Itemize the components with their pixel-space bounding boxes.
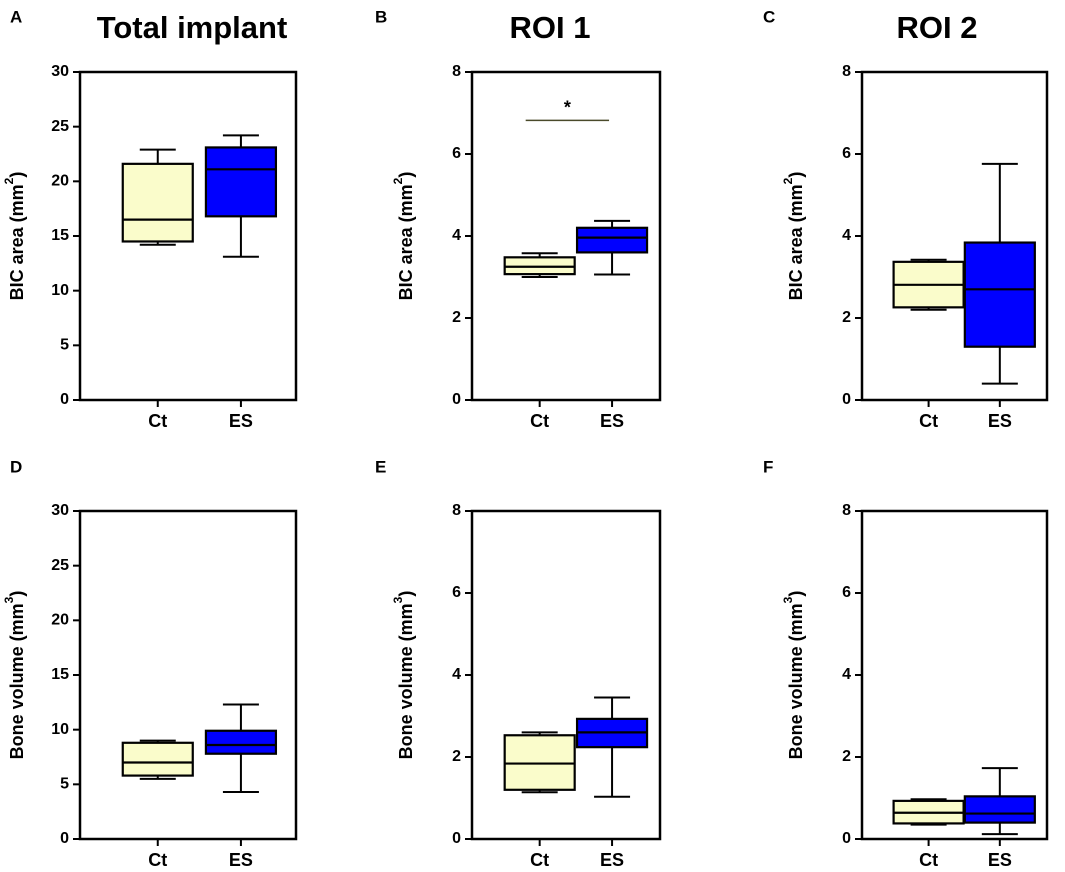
panel-a-ytick-label: 5 <box>60 337 69 354</box>
panel-b-letter: B <box>375 7 387 26</box>
panel-d-ylabel: Bone volume (mm3) <box>2 591 27 760</box>
panel-f-ytick-label: 0 <box>842 830 851 847</box>
panel-f-ytick-label: 6 <box>842 584 851 601</box>
panel-b-ytick-label: 6 <box>452 145 461 162</box>
panel-e-ct-category-label: Ct <box>530 850 549 870</box>
panel-d-letter: D <box>10 457 22 476</box>
panel-f-ytick-label: 2 <box>842 748 851 765</box>
panel-d-ytick-label: 15 <box>51 666 69 683</box>
panel-b-ylabel-text: BIC area (mm <box>396 184 416 300</box>
panel-b-ylabel-sup: 2 <box>391 177 405 184</box>
panel-a-ct-box <box>121 162 194 243</box>
panel-c-ylabel: BIC area (mm2) <box>781 172 806 301</box>
panel-c-ytick-label: 2 <box>842 309 851 326</box>
panel-b-es-box <box>575 226 649 254</box>
panel-d-ylabel-text: Bone volume (mm <box>7 603 27 759</box>
panel-a-ylabel-text: BIC area (mm <box>7 184 27 300</box>
panel-d-ct-box <box>121 741 194 777</box>
panel-d-ytick-label: 0 <box>60 830 69 847</box>
panel-d-ytick-label: 20 <box>51 612 69 629</box>
panel-d-ytick-label: 25 <box>51 557 69 574</box>
panel-e-ytick-label: 2 <box>452 748 461 765</box>
panel-c-ylabel-suffix: ) <box>786 172 806 178</box>
panel-c-ytick-label: 8 <box>842 63 851 80</box>
panel-d-ct-category-label: Ct <box>148 850 167 870</box>
panel-c-ytick-label: 0 <box>842 391 851 408</box>
panel-d-ylabel-suffix: ) <box>7 591 27 597</box>
panel-e-ytick-label: 0 <box>452 830 461 847</box>
panel-a-title: Total implant <box>97 10 288 45</box>
panel-c-ylabel-text: BIC area (mm <box>786 184 806 300</box>
panel-a-ytick-label: 30 <box>51 63 69 80</box>
panel-e: E 0 2 4 6 8 Bone volume (mm3) Ct ES <box>375 457 662 870</box>
panel-a-ylabel-sup: 2 <box>2 177 16 184</box>
panel-d-es-box <box>204 729 278 755</box>
panel-b-ytick-label: 8 <box>452 63 461 80</box>
panel-c-ct-category-label: Ct <box>919 411 938 431</box>
panel-a-es-box <box>204 146 278 218</box>
panel-f-ylabel: Bone volume (mm3) <box>781 591 806 760</box>
panel-d-ytick-label: 30 <box>51 502 69 519</box>
panel-f-letter: F <box>763 457 773 476</box>
panel-f-ytick-label: 4 <box>842 666 851 683</box>
panel-c-letter: C <box>763 7 775 26</box>
panel-e-ylabel-text: Bone volume (mm <box>396 603 416 759</box>
panel-b-title: ROI 1 <box>510 10 591 45</box>
panel-b-es-category-label: ES <box>600 411 624 431</box>
panel-a-ylabel-suffix: ) <box>7 172 27 178</box>
panel-b-ylabel: BIC area (mm2) <box>391 172 416 301</box>
panel-a-es-category-label: ES <box>229 411 253 431</box>
panel-e-es-category-label: ES <box>600 850 624 870</box>
panel-d-ytick-label: 10 <box>51 721 69 738</box>
panel-a-ytick-label: 25 <box>51 118 69 135</box>
panel-b-ytick-label: 0 <box>452 391 461 408</box>
panel-e-ytick-label: 8 <box>452 502 461 519</box>
panel-c-es-category-label: ES <box>988 411 1012 431</box>
panel-a-ylabel: BIC area (mm2) <box>2 172 27 301</box>
panel-b-significance-label: * <box>564 97 571 117</box>
panel-a-ct-category-label: Ct <box>148 411 167 431</box>
panel-c-plot-frame <box>860 70 1049 402</box>
panel-e-ytick-label: 4 <box>452 666 461 683</box>
panel-e-ytick-label: 6 <box>452 584 461 601</box>
panel-e-ylabel: Bone volume (mm3) <box>391 591 416 760</box>
panel-a: A Total implant 0 5 10 15 20 25 30 BIC area (mm2)… <box>2 7 298 431</box>
panel-b-ytick-label: 2 <box>452 309 461 326</box>
panel-b-ytick-label: 4 <box>452 227 461 244</box>
panel-f-es-category-label: ES <box>988 850 1012 870</box>
panel-d: D 0 5 10 15 20 25 30 Bone volume (mm3) Ct ES <box>2 457 298 870</box>
panel-f-ct-category-label: Ct <box>919 850 938 870</box>
panel-e-letter: E <box>375 457 386 476</box>
panel-f-ylabel-suffix: ) <box>786 591 806 597</box>
panel-c-ytick-label: 6 <box>842 145 851 162</box>
panel-d-ylabel-sup: 3 <box>2 596 16 603</box>
panel-a-letter: A <box>10 7 22 26</box>
panel-b-ct-category-label: Ct <box>530 411 549 431</box>
panel-f-plot-frame <box>860 509 1049 841</box>
panel-f: F 0 2 4 6 8 Bone volume (mm3) Ct ES <box>763 457 1049 870</box>
panel-f-ytick-label: 8 <box>842 502 851 519</box>
panel-c-title: ROI 2 <box>897 10 978 45</box>
panel-f-es-box <box>963 795 1036 824</box>
panel-c-ytick-label: 4 <box>842 227 851 244</box>
panel-e-ylabel-sup: 3 <box>391 596 405 603</box>
panel-a-ytick-label: 10 <box>51 282 69 299</box>
panel-e-ylabel-suffix: ) <box>396 591 416 597</box>
panel-a-ytick-label: 20 <box>51 173 69 190</box>
panel-b-ylabel-suffix: ) <box>396 172 416 178</box>
panel-f-ylabel-text: Bone volume (mm <box>786 603 806 759</box>
panel-a-ytick-label: 15 <box>51 227 69 244</box>
panel-c-ylabel-sup: 2 <box>781 177 795 184</box>
panel-f-ylabel-sup: 3 <box>781 596 795 603</box>
panel-d-plot-frame <box>78 509 298 841</box>
panel-d-ytick-label: 5 <box>60 776 69 793</box>
panel-a-ytick-label: 0 <box>60 391 69 408</box>
panel-c-es-box <box>963 241 1036 348</box>
panel-d-es-category-label: ES <box>229 850 253 870</box>
